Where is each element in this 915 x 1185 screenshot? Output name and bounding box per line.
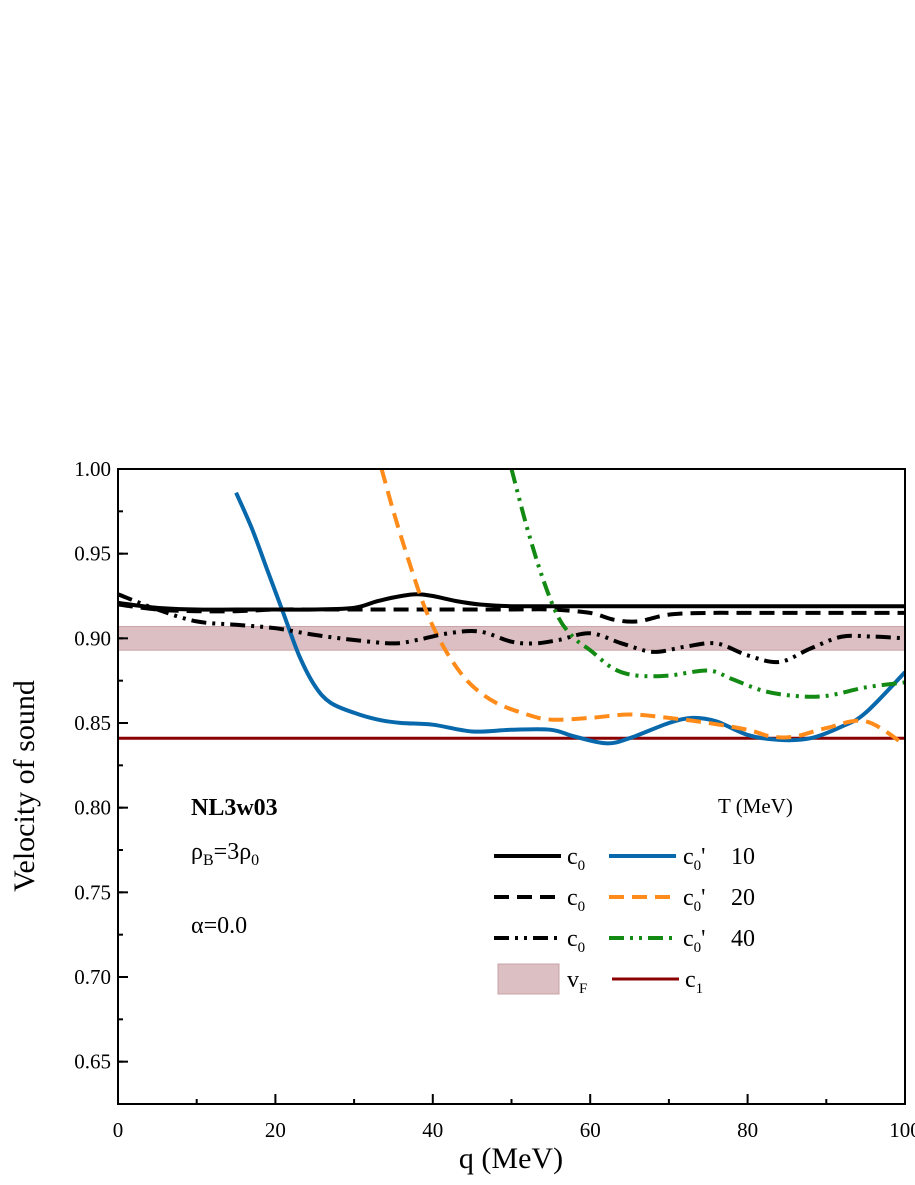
x-axis-title: q (MeV) <box>459 1142 563 1175</box>
x-tick-label: 40 <box>422 1118 443 1142</box>
legend-c0-label-1: c0 <box>567 844 585 874</box>
y-tick-label: 0.70 <box>74 965 111 989</box>
legend-c1-label: c1 <box>685 967 703 997</box>
ticks-layer: 0204060801000.650.700.750.800.850.900.95… <box>74 457 915 1142</box>
legend-title: T (MeV) <box>718 794 793 818</box>
series-layer <box>118 469 905 747</box>
series-line-1 <box>234 491 905 746</box>
series-line-5 <box>509 469 905 699</box>
series-line-3 <box>379 469 905 747</box>
density-sub-0: 0 <box>251 852 259 869</box>
y-tick-label: 0.95 <box>74 542 111 566</box>
x-tick-label: 20 <box>265 1118 286 1142</box>
legend-t-value-1: 10 <box>731 844 755 870</box>
series-line-2 <box>118 602 905 624</box>
alpha-annotation: α=0.0 <box>191 913 247 939</box>
x-tick-label: 60 <box>580 1118 601 1142</box>
y-tick-label: 0.75 <box>74 880 111 904</box>
series-line-0 <box>118 592 905 612</box>
y-tick-label: 0.85 <box>74 711 111 735</box>
legend-c0p-label-1: c0' <box>683 844 705 874</box>
y-axis-title: Velocity of sound <box>8 680 41 892</box>
density-sub-b: B <box>203 852 214 869</box>
density-rest: =3ρ <box>214 839 252 865</box>
legend-t-value-3: 40 <box>731 926 755 952</box>
legend: T (MeV) c0 c0' 10 c0 c0' 20 c0 c0' 40 vF… <box>494 794 793 997</box>
y-tick-label: 0.90 <box>74 626 111 650</box>
plot-frame <box>117 468 906 1105</box>
x-tick-label: 80 <box>737 1118 758 1142</box>
legend-c0-label-2: c0 <box>567 885 585 915</box>
density-rho: ρ <box>191 839 203 865</box>
legend-vf-label: vF <box>567 967 587 997</box>
legend-c0p-label-3: c0' <box>683 926 705 956</box>
vf-band <box>118 625 905 651</box>
model-annotation: NL3w03 <box>191 795 278 821</box>
density-annotation: ρB=3ρ0 <box>191 839 259 869</box>
y-tick-label: 0.80 <box>74 796 111 820</box>
series-line-4 <box>118 592 905 665</box>
y-tick-label: 0.65 <box>74 1050 111 1074</box>
legend-c0p-label-2: c0' <box>683 885 705 915</box>
legend-c0-label-3: c0 <box>567 926 585 956</box>
x-tick-label: 0 <box>113 1118 124 1142</box>
x-tick-label: 100 <box>889 1118 915 1142</box>
legend-vf-swatch <box>497 963 560 995</box>
legend-t-value-2: 20 <box>731 885 755 911</box>
y-tick-label: 1.00 <box>74 457 111 481</box>
